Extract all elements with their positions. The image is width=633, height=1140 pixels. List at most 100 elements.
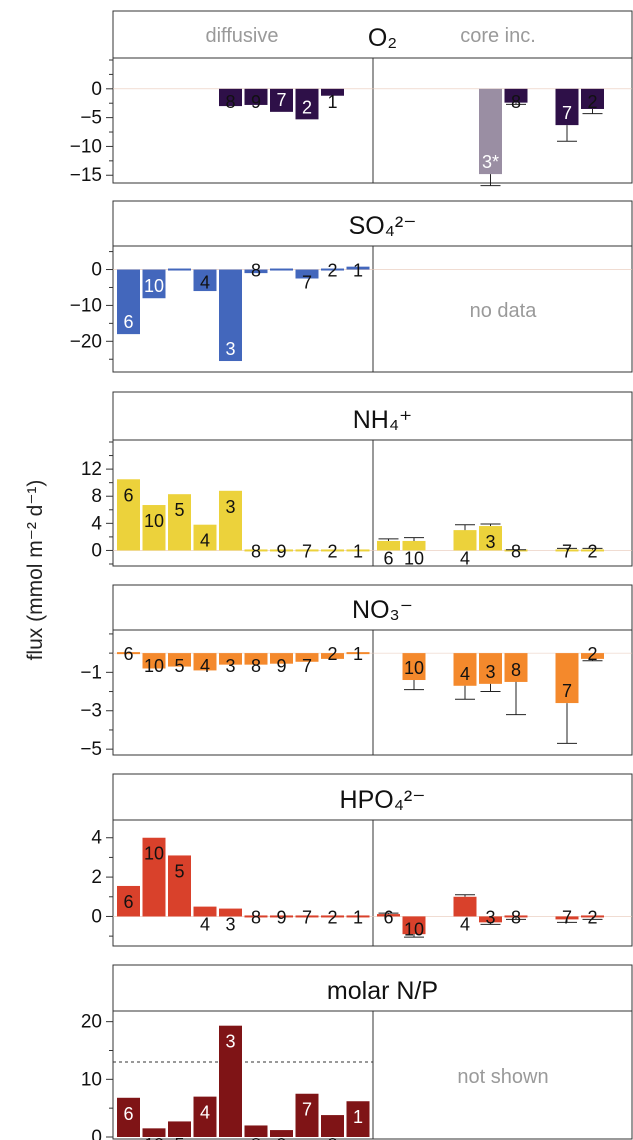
bar-label: 7: [562, 541, 572, 561]
bar-5: [168, 653, 191, 667]
bar-label: 4: [200, 914, 210, 934]
y-tick-label: −3: [80, 701, 102, 722]
bar-label: 8: [511, 92, 521, 112]
left-section-label: diffusive: [205, 25, 278, 47]
bar-label: 1: [353, 261, 363, 281]
bar-label: 3: [225, 656, 235, 676]
bar-8: [504, 915, 528, 918]
bar-label: 9: [276, 907, 286, 927]
bar-5: [168, 494, 191, 551]
bar-5: [168, 1121, 191, 1137]
bar-label: 9: [251, 92, 261, 112]
bar-6: [117, 885, 140, 917]
bar-label: 2: [587, 907, 597, 927]
y-tick-label: 0: [91, 79, 102, 100]
bar-label: 3: [225, 497, 235, 517]
panel-6: molar N/P 0 10 20 6 10 5 4 3 8 9 7 2 1 not shown: [81, 964, 633, 1140]
bar-label: 3: [485, 662, 495, 682]
bar-label: 10: [144, 1135, 164, 1140]
bar-label: 6: [123, 1104, 133, 1124]
bar-label: 4: [200, 656, 210, 676]
bar-label: 5: [174, 500, 184, 520]
bar-8: [219, 88, 242, 107]
bar-2: [321, 653, 344, 659]
bar-label: 1: [327, 92, 337, 112]
bar-label: 1: [353, 907, 363, 927]
right-section-label: core inc.: [460, 25, 536, 47]
bar-2: [295, 88, 319, 120]
bar-6: [117, 652, 140, 655]
bar-label: 8: [511, 660, 521, 680]
panel-title: NO₃⁻: [352, 596, 413, 624]
y-tick-label: 8: [91, 486, 102, 507]
bar-label: 4: [200, 1103, 210, 1123]
bar-8: [504, 88, 528, 103]
bar-1: [346, 266, 370, 270]
bar-2: [321, 549, 344, 552]
bar-8: [504, 653, 528, 682]
panel-title: O₂: [368, 24, 397, 52]
y-tick-label: 2: [91, 867, 102, 888]
bar-label: 4: [200, 531, 210, 551]
bar-9: [270, 268, 293, 271]
bar-9: [270, 915, 293, 918]
bar-8: [244, 269, 268, 274]
bar-label: 3: [225, 1032, 235, 1052]
bar-label: 10: [144, 844, 164, 864]
bar-7: [555, 653, 579, 704]
y-tick-label: −5: [80, 739, 102, 760]
bar-2: [321, 268, 344, 271]
bar-3: [479, 653, 502, 684]
y-tick-label: 10: [81, 1069, 102, 1090]
bar-label: 7: [276, 90, 286, 110]
bar-3*: [479, 88, 502, 175]
bar-label: 2: [587, 92, 597, 112]
bar-10: [142, 1128, 166, 1137]
bar-3: [219, 653, 242, 665]
bar-5: [168, 855, 191, 917]
y-tick-label: 20: [81, 1012, 102, 1033]
panel-2: SO₄²⁻ 0 −10 −20 6 10 4 3 8 72 1 no data: [70, 200, 633, 373]
y-tick-label: −20: [70, 331, 102, 352]
y-tick-label: −5: [80, 108, 102, 129]
bar-label: 7: [302, 656, 312, 676]
bar-label: 6: [123, 485, 133, 505]
bar-label: 2: [587, 644, 597, 664]
y-tick-label: 0: [91, 540, 102, 561]
bar-label: 3: [485, 532, 495, 552]
bar-7: [295, 269, 319, 279]
bar-9: [270, 549, 293, 552]
y-tick-label: 4: [91, 828, 102, 849]
bar-1: [346, 1101, 370, 1137]
bar-3: [219, 490, 242, 551]
bar-10: [402, 653, 426, 681]
bar-label: 8: [251, 261, 261, 281]
bar-10: [142, 505, 166, 551]
bar-label: 9: [276, 541, 286, 561]
bar-label: 6: [123, 892, 133, 912]
bar-4: [193, 1096, 217, 1137]
bar-7: [555, 916, 579, 920]
bar-label: 6: [383, 548, 393, 568]
bar-label: 7: [302, 1100, 312, 1120]
bar-label: 3: [225, 339, 235, 359]
bar-label: 1: [353, 1107, 363, 1127]
bar-2: [321, 915, 344, 918]
bar-label: 7: [302, 273, 312, 293]
bar-label: 4: [460, 548, 470, 568]
bar-label: 8: [511, 907, 521, 927]
bar-5: [168, 268, 191, 271]
bar-3: [219, 908, 242, 917]
bar-label: 9: [276, 656, 286, 676]
bar-9: [270, 1130, 293, 1137]
bar-8: [244, 1125, 268, 1137]
bar-label: 2: [327, 644, 337, 664]
bar-label: 2: [327, 541, 337, 561]
y-tick-label: 0: [91, 906, 102, 927]
right-section-note: not shown: [457, 1066, 548, 1088]
bar-label: 8: [251, 907, 261, 927]
